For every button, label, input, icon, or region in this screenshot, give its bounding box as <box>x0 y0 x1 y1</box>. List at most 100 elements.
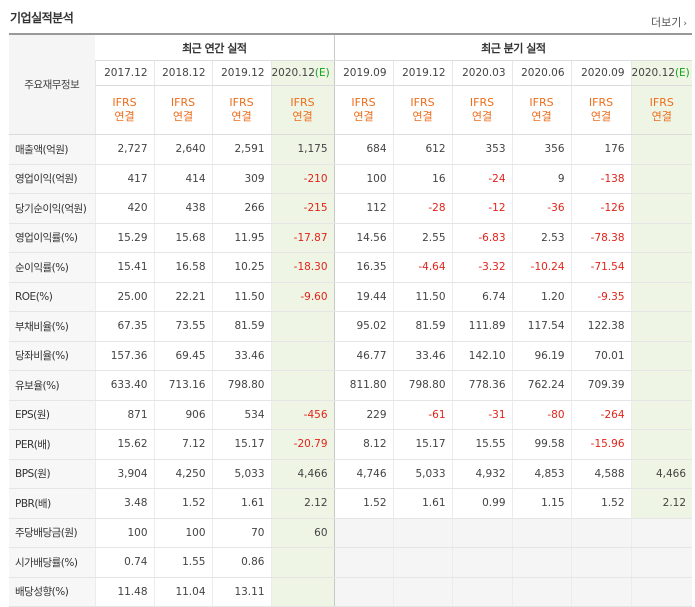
basis-consolidation: 연결 <box>412 110 433 123</box>
value-cell <box>333 547 394 578</box>
value-cell: 2,640 <box>153 134 212 165</box>
row-label: 영업이익률(%) <box>9 222 95 253</box>
value-cell <box>570 517 632 548</box>
value-cell: 11.04 <box>153 577 212 607</box>
value-cell: 1.15 <box>511 488 572 519</box>
value-cell: 4,932 <box>451 459 513 489</box>
period-label: 2019.12 <box>221 67 265 79</box>
value-cell <box>333 577 394 607</box>
value-cell: 81.59 <box>392 311 453 342</box>
value-cell <box>630 370 693 401</box>
period-label: 2018.12 <box>162 67 206 79</box>
value-cell: 4,853 <box>511 459 572 489</box>
value-cell: 15.17 <box>392 429 453 460</box>
table-row: 매출액(억원) 2,727 2,640 2,591 1,175 684 612 353 356 1… <box>9 134 693 165</box>
value-cell: 2.55 <box>392 222 453 253</box>
value-cell: 67.35 <box>94 311 154 342</box>
table-row: BPS(원) 3,904 4,250 5,033 4,466 4,746 5,033 4,93… <box>9 459 693 489</box>
basis-consolidation: 연결 <box>114 110 135 123</box>
value-cell: -31 <box>451 399 513 430</box>
value-cell: -15.96 <box>570 429 632 460</box>
table-row: 주당배당금(원) 100 100 70 60 <box>9 517 693 548</box>
value-cell <box>630 193 693 224</box>
value-cell: -20.79 <box>270 429 335 460</box>
more-link[interactable]: 더보기 › <box>651 14 687 30</box>
value-cell: 100 <box>94 517 154 548</box>
value-cell: 22.21 <box>153 282 212 312</box>
value-cell: 11.95 <box>211 222 271 253</box>
value-cell <box>392 547 453 578</box>
row-label: EPS(원) <box>9 399 95 430</box>
value-cell: 353 <box>451 134 513 165</box>
value-cell: 1.61 <box>392 488 453 519</box>
basis-cell: IFRS 연결 <box>270 85 335 135</box>
value-cell: 612 <box>392 134 453 165</box>
basis-consolidation: 연결 <box>292 110 313 123</box>
value-cell: 15.62 <box>94 429 154 460</box>
basis-consolidation: 연결 <box>531 110 552 123</box>
basis-standard: IFRS <box>588 96 614 109</box>
value-cell: 15.17 <box>211 429 271 460</box>
table-body: 매출액(억원) 2,727 2,640 2,591 1,175 684 612 353 356 1… <box>9 134 693 607</box>
value-cell: -10.24 <box>511 252 572 283</box>
table-row: PER(배) 15.62 7.12 15.17 -20.79 8.12 15.17 15.55… <box>9 429 693 460</box>
value-cell: 4,746 <box>333 459 394 489</box>
value-cell: 871 <box>94 399 154 430</box>
period-label: 2020.12 <box>631 67 675 79</box>
row-label: 유보율(%) <box>9 370 95 401</box>
table-row: 부채비율(%) 67.35 73.55 81.59 95.02 81.59 111.89 11… <box>9 311 693 342</box>
value-cell: 2,727 <box>94 134 154 165</box>
value-cell: 11.48 <box>94 577 154 607</box>
basis-consolidation: 연결 <box>231 110 252 123</box>
value-cell: -61 <box>392 399 453 430</box>
value-cell: 762.24 <box>511 370 572 401</box>
value-cell: 811.80 <box>333 370 394 401</box>
value-cell: 420 <box>94 193 154 224</box>
row-label: 영업이익(억원) <box>9 164 95 194</box>
table-row: 시가배당률(%) 0.74 1.55 0.86 <box>9 547 693 578</box>
basis-consolidation: 연결 <box>353 110 374 123</box>
basis-cell: IFRS 연결 <box>94 85 154 135</box>
value-cell: 8.12 <box>333 429 394 460</box>
period-header: 2017.12 <box>94 60 154 86</box>
value-cell: 2,591 <box>211 134 271 165</box>
basis-standard: IFRS <box>410 96 435 109</box>
value-cell: 7.12 <box>153 429 212 460</box>
section-title: 기업실적분석 <box>10 11 74 25</box>
value-cell <box>392 577 453 607</box>
value-cell: -28 <box>392 193 453 224</box>
value-cell: 3.48 <box>94 488 154 519</box>
value-cell: 4,466 <box>270 459 335 489</box>
value-cell: 2.12 <box>630 488 693 519</box>
basis-standard: IFRS <box>112 96 137 109</box>
value-cell: -9.35 <box>570 282 632 312</box>
value-cell: 16.58 <box>153 252 212 283</box>
table-row: 순이익률(%) 15.41 16.58 10.25 -18.30 16.35 -4.64 -3… <box>9 252 693 283</box>
period-label: 2020.06 <box>521 67 565 79</box>
value-cell: 15.55 <box>451 429 513 460</box>
period-header: 2019.09 <box>333 60 394 86</box>
row-label: 당기순이익(억원) <box>9 193 95 224</box>
basis-cell: IFRS 연결 <box>451 85 513 135</box>
period-header: 2020.12(E) <box>630 60 693 86</box>
value-cell <box>270 577 335 607</box>
more-link-label: 더보기 <box>651 16 682 29</box>
basis-standard: IFRS <box>290 96 315 109</box>
value-cell <box>270 311 335 342</box>
value-cell: -3.32 <box>451 252 513 283</box>
row-label: 당좌비율(%) <box>9 341 95 371</box>
value-cell <box>630 399 693 430</box>
period-label: 2020.09 <box>581 67 625 79</box>
basis-cell: IFRS 연결 <box>511 85 572 135</box>
row-label: PER(배) <box>9 429 95 460</box>
value-cell: 33.46 <box>392 341 453 371</box>
value-cell: 684 <box>333 134 394 165</box>
value-cell: 69.45 <box>153 341 212 371</box>
value-cell <box>392 517 453 548</box>
period-label: 2019.12 <box>402 67 446 79</box>
value-cell: 73.55 <box>153 311 212 342</box>
value-cell: 3,904 <box>94 459 154 489</box>
value-cell <box>270 547 335 578</box>
value-cell: -36 <box>511 193 572 224</box>
value-cell: 142.10 <box>451 341 513 371</box>
